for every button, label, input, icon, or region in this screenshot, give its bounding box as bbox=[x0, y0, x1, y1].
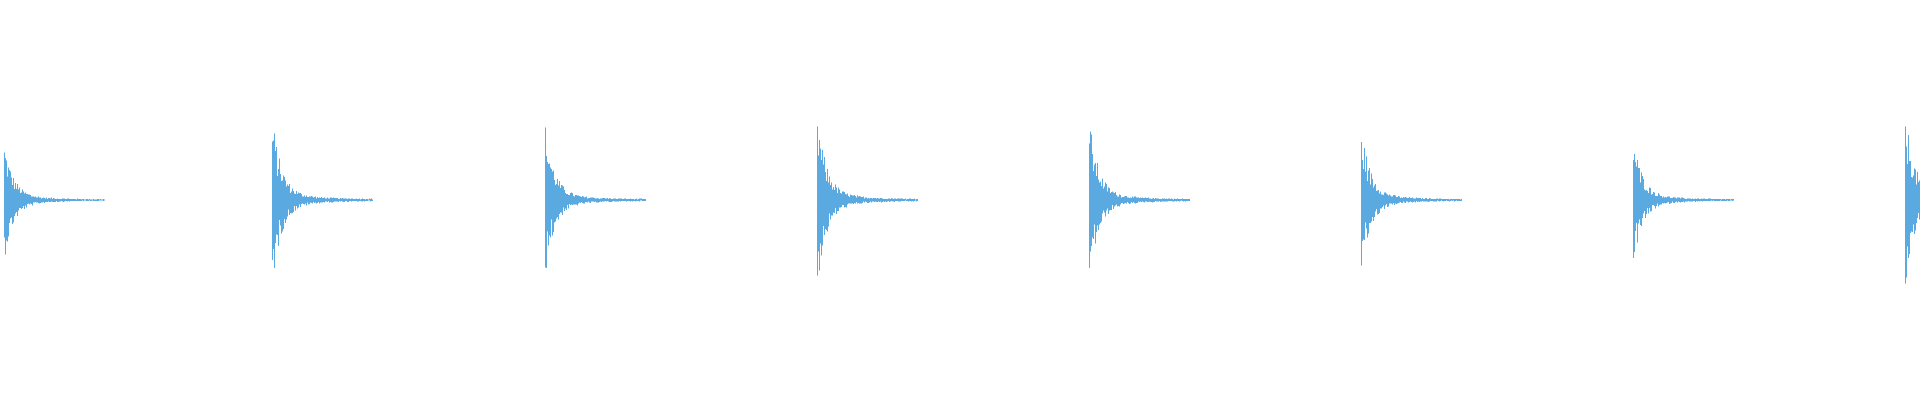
waveform-burst bbox=[1361, 142, 1462, 266]
waveform-burst bbox=[1905, 126, 1920, 284]
waveform-burst bbox=[545, 127, 646, 268]
waveform-burst bbox=[1633, 153, 1734, 259]
waveform-burst bbox=[817, 126, 918, 276]
waveform-burst bbox=[1089, 131, 1190, 268]
waveform-burst bbox=[4, 152, 105, 255]
waveform-burst bbox=[272, 133, 373, 269]
